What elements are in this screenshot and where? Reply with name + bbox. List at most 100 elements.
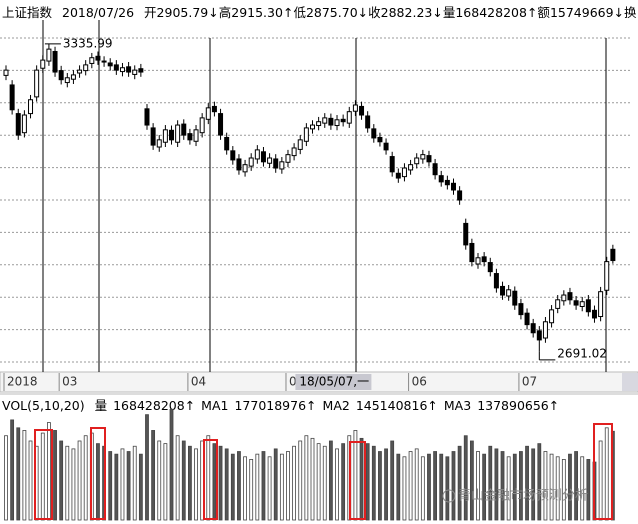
candle-body (89, 57, 95, 64)
candle-body (70, 74, 76, 80)
candle-body (408, 164, 414, 171)
candle-body (169, 129, 175, 141)
indicator-arrow: ↑ (184, 398, 196, 412)
candle-body (218, 113, 224, 136)
candle-body (119, 67, 125, 73)
volume-bar (335, 448, 339, 521)
highlight-box (34, 429, 53, 520)
grid (0, 37, 630, 363)
x-tick-label: 07 (522, 375, 537, 389)
volume-bar (543, 451, 548, 521)
candle-body (432, 163, 438, 176)
quote-value: 168428208 (455, 5, 527, 20)
candle-body (230, 150, 236, 161)
candle-body (524, 312, 530, 326)
volume-bar (604, 427, 609, 521)
volume-bar (298, 440, 303, 521)
volume-bar (359, 437, 364, 521)
indicator-arrow: ↑ (548, 398, 560, 412)
volume-bar (114, 453, 119, 521)
volume-bar (138, 453, 143, 521)
candle-body (113, 64, 119, 71)
volume-bar (40, 432, 45, 521)
volume-bar (353, 430, 358, 521)
volume-bar (384, 448, 388, 521)
quote-date: 2018/07/26 (62, 5, 135, 20)
candle-body (420, 154, 426, 160)
indicator-name: 量 (94, 398, 108, 412)
volume-bar (126, 451, 131, 521)
highlight-box (593, 423, 613, 520)
volume-bar (598, 440, 603, 521)
candle-body (52, 51, 58, 73)
volume-bar (267, 456, 272, 521)
volume-bar (77, 440, 82, 521)
candle-body (579, 301, 585, 307)
candle-body (536, 330, 542, 341)
candle-body (481, 256, 487, 263)
volume-bar (341, 443, 346, 521)
candle-body (156, 139, 162, 148)
candle-body (46, 48, 52, 62)
volume-bar (451, 451, 456, 521)
candle-body (542, 321, 548, 339)
volume-bar (378, 451, 382, 521)
cursor-label: 18/05/07,一 (299, 375, 369, 389)
volume-bar (255, 453, 260, 521)
candle-body (530, 323, 536, 334)
volume-bar (512, 453, 517, 521)
candle-body (254, 149, 260, 160)
quote-label: 低 (293, 5, 306, 20)
candle-body (175, 124, 181, 143)
candle-body (211, 105, 217, 113)
candle-body (555, 299, 561, 309)
volume-bar (427, 453, 431, 521)
quote-label: 换 (624, 5, 637, 20)
volume-bar (506, 456, 511, 521)
volume-bar (151, 430, 156, 521)
quote-arrow: ↓ (613, 5, 625, 20)
candle-body (340, 118, 346, 123)
x-tick-label: 03 (62, 375, 77, 389)
volume-bar (304, 435, 309, 521)
x-tick-label: 04 (191, 375, 206, 389)
quote-value: 2882.23 (380, 5, 433, 20)
volume-bar (249, 459, 254, 521)
watermark-icon (442, 489, 456, 503)
volume-bar (53, 430, 57, 521)
volume-bar (439, 453, 444, 521)
highlight-box (349, 441, 366, 520)
volume-bar (273, 448, 278, 521)
candle-body (40, 59, 46, 69)
candle-body (352, 104, 358, 112)
volume-bar (194, 448, 198, 521)
highlight-box (90, 427, 106, 520)
volume-bar (537, 443, 542, 521)
volume-bar (145, 414, 149, 521)
candle-body (604, 261, 610, 291)
candle-body (457, 190, 463, 201)
candle-body (567, 292, 573, 301)
volume-bar (16, 427, 21, 521)
watermark: 青山金融市场预测分析 (458, 488, 588, 504)
volume-bar (402, 456, 407, 521)
cursor-box (295, 374, 372, 390)
indicator-arrow: ↑ (427, 398, 438, 412)
quote-arrow: ↑ (526, 5, 538, 20)
candles: 3335.99 2691.02 (3, 36, 616, 361)
candle-body (58, 70, 64, 81)
indicator-value: 177018976 (234, 398, 307, 412)
volume-header: VOL(5,10,20) 量 168428208↑ MA1 177018976↑ MA2… (2, 395, 638, 412)
volume-bar (28, 440, 33, 521)
candle-body (377, 136, 383, 143)
candle-body (610, 248, 616, 262)
candle-body (77, 69, 83, 74)
candle-body (591, 309, 597, 319)
index-name: 上证指数 (2, 5, 53, 20)
volume-bar (169, 408, 174, 521)
candle-body (395, 172, 401, 179)
indicator-arrow: ↑ (306, 398, 317, 412)
quote-value: 2915.30 (231, 5, 283, 20)
candle-body (444, 179, 450, 186)
volume-bar (519, 451, 523, 521)
